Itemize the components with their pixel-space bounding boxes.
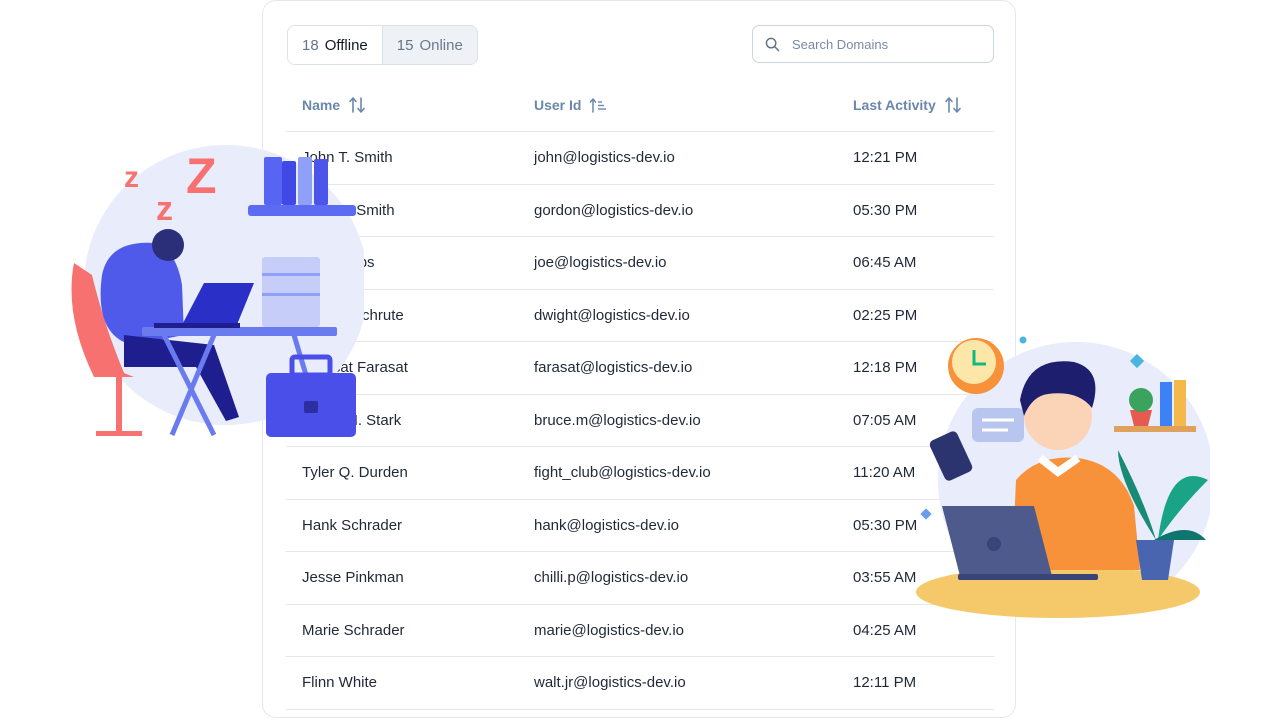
column-header-user-id[interactable]: User Id (534, 97, 853, 113)
sort-ascending-icon (590, 98, 607, 113)
user-name: Tyler Q. Durden (302, 464, 408, 482)
column-header-user-id-label: User Id (534, 97, 582, 113)
user-name: Marie Schrader (302, 621, 405, 639)
user-email: chilli.p@logistics-dev.io (534, 569, 689, 587)
table-row[interactable]: Tyler Q. Durden fight_club@logistics-dev.… (286, 447, 994, 500)
column-header-name[interactable]: Name (302, 96, 534, 114)
search-input[interactable] (790, 35, 974, 53)
last-activity-time: 06:45 AM (853, 254, 917, 272)
table-row[interactable]: Flinn White walt.jr@logistics-dev.io 12:11… (286, 657, 994, 710)
sleep-z-large: Z (186, 148, 217, 204)
tab-online-count: 15 (396, 36, 414, 54)
last-activity-time: 12:21 PM (853, 149, 918, 167)
sort-icon (349, 97, 365, 113)
last-activity-time: 12:18 PM (853, 359, 918, 377)
table-row[interactable]: Bruce M. Starkbruce.m@logistics-dev.io07… (286, 395, 994, 447)
user-email: dwight@logistics-dev.io (534, 306, 690, 324)
user-email: walt.jr@logistics-dev.io (534, 674, 686, 692)
user-name: Flinn White (302, 674, 378, 692)
tab-offline-count: 18 (302, 36, 319, 54)
tab-offline[interactable]: 18 Offline (288, 26, 383, 64)
working-person-illustration (916, 336, 1210, 618)
last-activity-time: 11:20 AM (853, 464, 916, 482)
column-header-name-label: Name (302, 97, 341, 113)
user-email: bruce.m@logistics-dev.io (534, 411, 701, 429)
user-name: Jesse Pinkman (302, 569, 404, 587)
last-activity-time: 04:25 AM (853, 621, 917, 639)
users-table: Name User Id Last Activity (286, 79, 994, 710)
sleeping-person-illustration: z z Z (71, 145, 364, 437)
search-icon (765, 37, 780, 51)
table-row[interactable]: Marie Schrader marie@logistics-dev.io 04:2… (286, 605, 994, 657)
last-activity-time: 03:55 AM (853, 569, 917, 587)
column-header-last-activity[interactable]: Last Activity (853, 96, 994, 114)
table-row[interactable]: Dwight Schrutedwight@logistics-dev.io02:… (286, 290, 994, 342)
sleep-z-medium: z (156, 190, 173, 228)
tab-online[interactable]: 15 Online (383, 26, 477, 64)
user-email: hank@logistics-dev.io (534, 516, 680, 534)
user-email: john@logistics-dev.io (534, 149, 675, 167)
sort-icon (944, 97, 961, 113)
table-header: Name User Id Last Activity (286, 79, 994, 132)
user-email: fight_club@logistics-dev.io (534, 464, 711, 482)
last-activity-time: 05:30 PM (853, 516, 918, 534)
users-panel: 18 Offline 15 Online Name User Id (262, 0, 1016, 718)
table-row[interactable]: John T. Smith john@logistics-dev.io 12:21 … (286, 132, 994, 185)
last-activity-time: 02:25 PM (853, 306, 918, 324)
table-row[interactable]: Hank Schrader hank@logistics-dev.io 05:30 … (286, 500, 994, 552)
tab-offline-label: Offline (324, 36, 368, 54)
user-email: joe@logistics-dev.io (534, 254, 667, 272)
user-email: farasat@logistics-dev.io (534, 359, 693, 377)
last-activity-time: 05:30 PM (853, 201, 918, 219)
last-activity-time: 12:11 PM (853, 674, 917, 692)
table-row[interactable]: Farasat Farasat farasat@logistics-dev.io 1… (286, 342, 994, 395)
status-toggle: 18 Offline 15 Online (287, 25, 478, 65)
user-email: marie@logistics-dev.io (534, 621, 684, 639)
table-row[interactable]: Gordon Smithgordon@logistics-dev.io05:30… (286, 185, 994, 237)
tab-online-label: Online (419, 36, 463, 54)
table-row[interactable]: Jesse Pinkman chilli.p@logistics-dev.io 03… (286, 552, 994, 605)
column-header-last-activity-label: Last Activity (853, 97, 936, 113)
user-name: Hank Schrader (302, 516, 403, 534)
search-box[interactable] (752, 25, 994, 63)
last-activity-time: 07:05 AM (853, 411, 917, 429)
user-email: gordon@logistics-dev.io (534, 201, 694, 219)
sleep-z-small: z (124, 161, 139, 194)
